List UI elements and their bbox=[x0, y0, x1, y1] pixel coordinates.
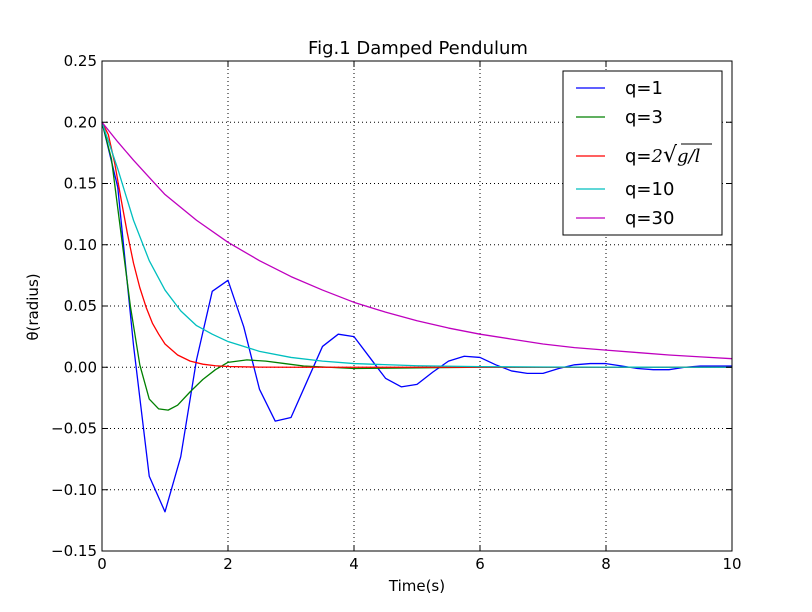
series-line-4 bbox=[101, 121, 733, 360]
y-tick-label: −0.10 bbox=[51, 481, 97, 499]
x-tick-label: 8 bbox=[601, 555, 611, 573]
y-tick-label: −0.05 bbox=[51, 420, 97, 438]
y-tick-label: 0.25 bbox=[64, 52, 97, 70]
y-tick-label: 0.15 bbox=[64, 175, 97, 193]
chart-title: Fig.1 Damped Pendulum bbox=[308, 38, 528, 59]
y-tick-label: 0.05 bbox=[64, 297, 97, 315]
legend-box bbox=[562, 70, 723, 236]
series-line-3 bbox=[101, 122, 732, 368]
x-tick-label: 4 bbox=[349, 555, 359, 573]
y-tick-label: 0.20 bbox=[64, 113, 97, 131]
legend: q=1 q=3 q=2√g/l q=10 q=30 bbox=[562, 70, 723, 236]
legend-label-2: q=2√g/l bbox=[625, 143, 701, 168]
x-tick-label: 0 bbox=[97, 555, 107, 573]
y-tick-label: 0.00 bbox=[64, 358, 97, 376]
legend-label-4: q=30 bbox=[625, 208, 674, 229]
axes-layer: 0 2 4 6 8 10 −0.15 −0.10 −0.05 0.00 0.05 0.10 0.15 0.… bbox=[51, 52, 742, 573]
legend-label-3: q=10 bbox=[625, 179, 674, 200]
x-tick-label: 10 bbox=[722, 555, 741, 573]
x-tick-label: 2 bbox=[223, 555, 233, 573]
y-tick-label: 0.10 bbox=[64, 236, 97, 254]
legend-label-0: q=1 bbox=[625, 78, 663, 99]
y-axis-title: θ(radius) bbox=[24, 273, 42, 340]
y-tick-label: −0.15 bbox=[51, 542, 97, 560]
x-axis-title: Time(s) bbox=[388, 577, 445, 595]
series-line-2 bbox=[101, 121, 732, 368]
x-tick-label: 6 bbox=[475, 555, 485, 573]
series-layer bbox=[101, 121, 733, 513]
legend-label-1: q=3 bbox=[625, 107, 663, 128]
